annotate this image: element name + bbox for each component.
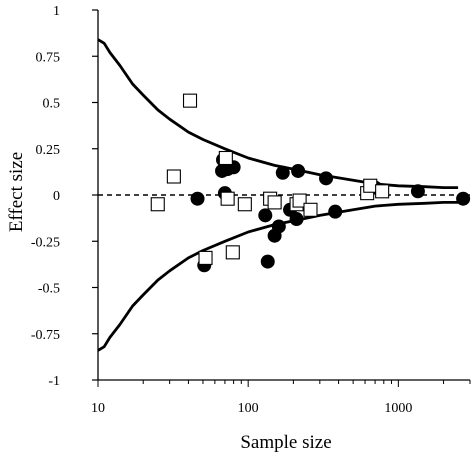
open-square-point <box>237 197 252 212</box>
y-tick-label: -1 <box>48 374 60 389</box>
open-square-point <box>220 191 235 206</box>
x-axis-label: Sample size <box>240 432 331 453</box>
x-tick-label: 100 <box>238 401 259 416</box>
y-tick-label: 0 <box>53 189 60 204</box>
y-tick-label: -0.25 <box>31 235 60 250</box>
x-tick-label: 10 <box>91 401 105 416</box>
filled-circle-point <box>190 191 205 206</box>
open-square-point <box>292 193 307 208</box>
y-axis-label: Effect size <box>6 152 27 232</box>
open-square-point <box>182 93 198 108</box>
y-tick-label: -0.75 <box>31 328 60 343</box>
funnel-bounds <box>97 38 459 352</box>
data-points <box>150 93 471 273</box>
open-square-point <box>166 169 181 184</box>
y-tick-label: -0.5 <box>38 282 60 297</box>
x-tick-label: 1000 <box>384 401 412 416</box>
filled-circle-point <box>328 204 343 219</box>
x-axis-ticks: 10 100 1000 <box>91 380 471 416</box>
filled-circle-point <box>456 191 471 206</box>
filled-circle-point <box>258 208 273 223</box>
filled-circle-point <box>271 219 286 234</box>
y-tick-label: 1 <box>53 4 60 19</box>
y-tick-label: 0.75 <box>36 50 61 65</box>
lower-funnel-bound <box>97 200 459 352</box>
open-square-point <box>363 178 378 193</box>
y-tick-label: 0.25 <box>36 143 61 158</box>
open-square-point <box>303 202 318 217</box>
y-tick-label: 0.5 <box>43 97 61 112</box>
open-square-point <box>218 150 233 166</box>
filled-circle-point <box>275 165 290 180</box>
upper-funnel-bound <box>97 38 459 190</box>
open-square-point <box>267 195 282 210</box>
y-axis-ticks: 1 0.75 0.5 0.25 0 -0.25 -0.5 -0.75 -1 <box>31 4 98 389</box>
filled-circle-point <box>319 171 334 186</box>
filled-circle-point <box>260 254 275 269</box>
open-square-point <box>150 197 165 212</box>
filled-circle-point <box>410 184 425 199</box>
filled-circle-point <box>289 212 304 227</box>
filled-circle-point <box>291 163 306 178</box>
open-square-point <box>375 184 390 199</box>
open-square-point <box>198 250 213 265</box>
open-square-point <box>225 245 240 260</box>
